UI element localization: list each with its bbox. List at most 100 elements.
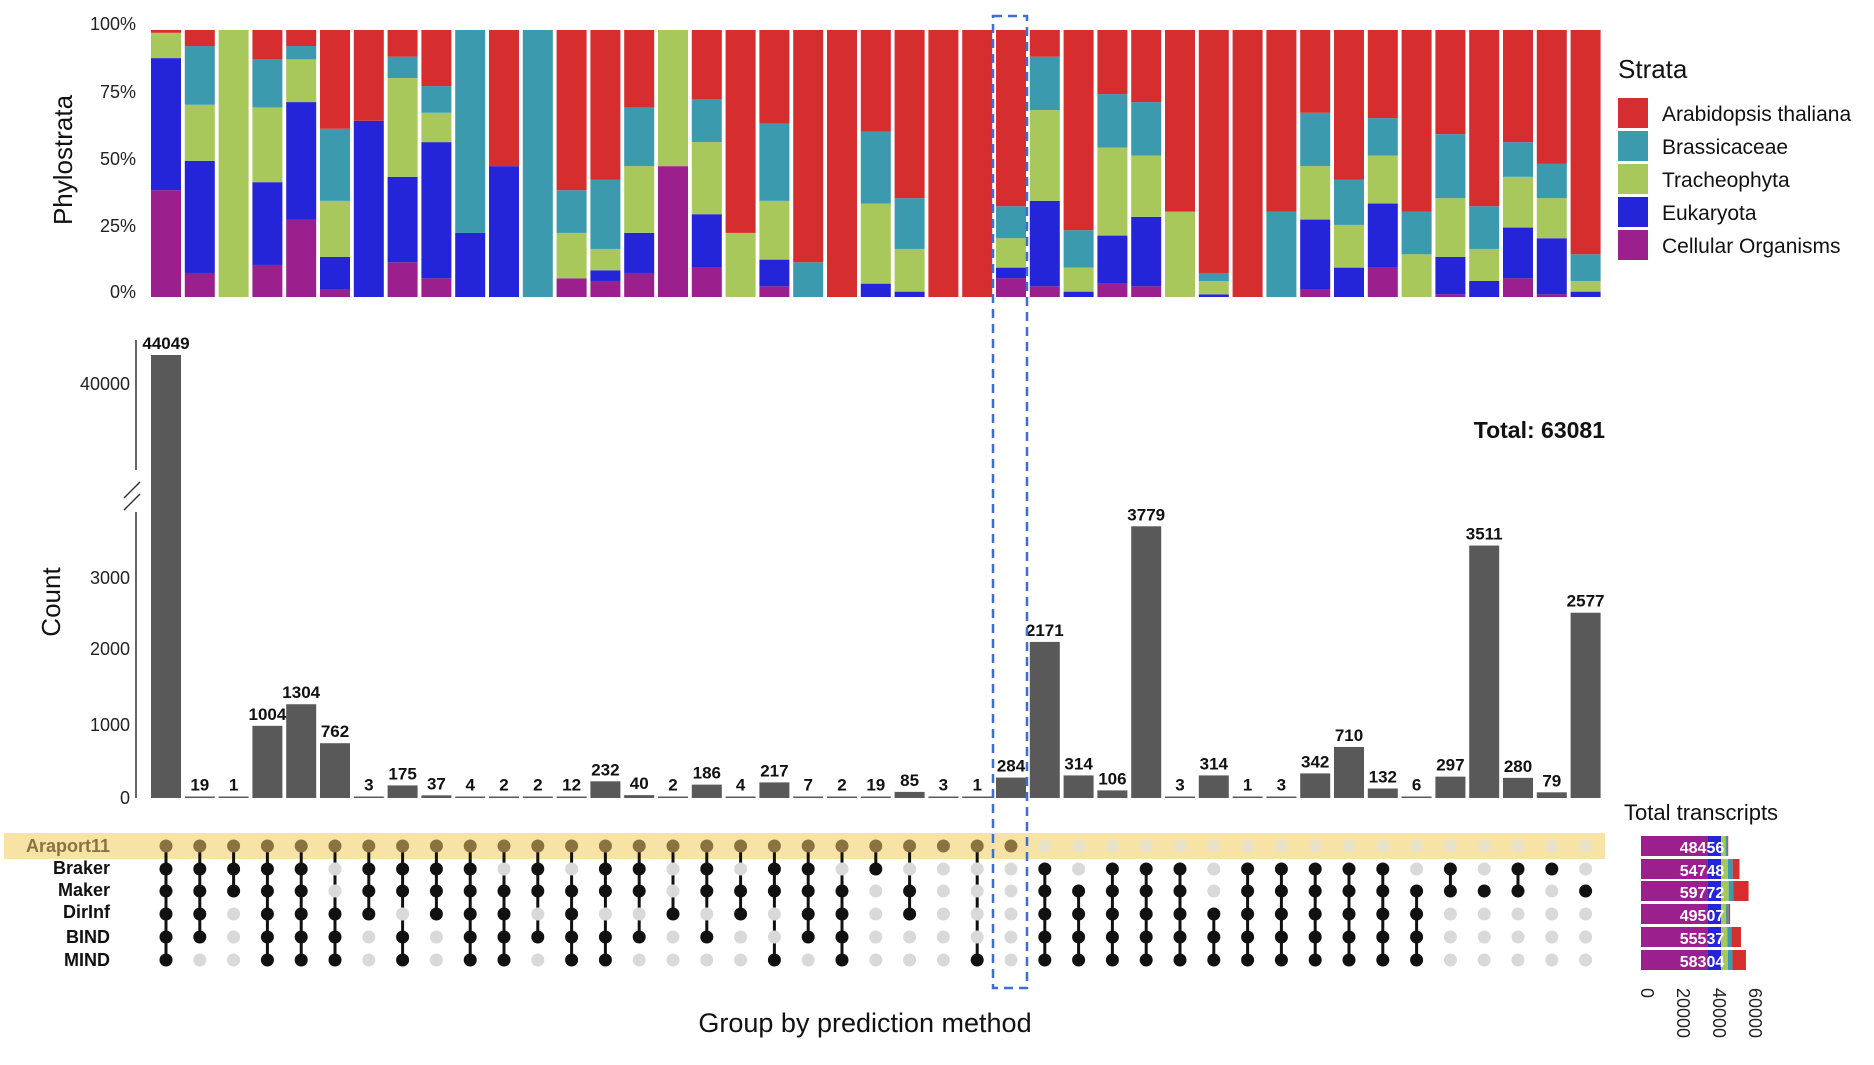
matrix-dot [869, 862, 883, 876]
matrix-dot [1342, 907, 1356, 921]
matrix-dot [531, 862, 545, 876]
count-value-label: 4 [465, 776, 475, 795]
count-bar [1198, 775, 1229, 798]
count-bar [590, 781, 621, 798]
phylo-segment [1165, 211, 1195, 297]
phylo-segment [1097, 283, 1128, 297]
count-value-label: 232 [591, 760, 619, 779]
count-bar [1029, 641, 1060, 798]
set-label-araport11: Araport11 [26, 836, 110, 856]
matrix-dot [1241, 839, 1255, 853]
phylo-segment [1503, 142, 1533, 177]
phylo-segment [1469, 248, 1500, 281]
count-bar [1334, 746, 1364, 798]
matrix-dot [1579, 953, 1593, 967]
phylo-segment [286, 219, 317, 297]
phylo-segment [1029, 30, 1060, 57]
matrix-dot [429, 907, 443, 921]
phylo-segment [421, 30, 452, 87]
matrix-dot [1342, 930, 1356, 944]
phylo-segment [1367, 203, 1398, 268]
matrix-dot [666, 953, 680, 967]
matrix-dot [936, 839, 950, 853]
count-bar [1435, 776, 1466, 798]
phylo-segment [252, 30, 283, 60]
phylo-segment [860, 30, 891, 132]
count-value-label: 217 [760, 761, 788, 780]
matrix-dot [531, 884, 545, 898]
phylo-segment [151, 32, 181, 59]
tt-total-label: 59772 [1680, 885, 1725, 902]
tt-segment [1721, 859, 1728, 879]
matrix-dot [1545, 907, 1559, 921]
count-bar [1063, 775, 1094, 798]
matrix-dot [1579, 930, 1593, 944]
matrix-dot [1443, 839, 1457, 853]
phylo-segment [556, 278, 587, 297]
total-transcripts-axis: 0 20000 40000 60000 [1637, 988, 1765, 1038]
phylo-segment [658, 30, 688, 167]
matrix-dot [1376, 839, 1390, 853]
phylo-segment [1401, 211, 1432, 255]
count-bar [894, 791, 925, 798]
phylo-segment [996, 206, 1026, 239]
phylo-segment [320, 128, 350, 201]
matrix-dot [463, 862, 477, 876]
x-axis-title: Group by prediction method [698, 1008, 1031, 1038]
matrix-dot [362, 907, 376, 921]
count-value-label: 3 [939, 776, 948, 795]
matrix-dot [1139, 862, 1153, 876]
matrix-dot [1105, 907, 1119, 921]
phylo-segment [894, 198, 925, 249]
matrix-dot [396, 907, 410, 921]
phylo-segment [1198, 272, 1229, 281]
matrix-dot [1511, 953, 1525, 967]
matrix-dot [1207, 953, 1221, 967]
matrix-dot [362, 953, 376, 967]
count-value-label: 710 [1335, 726, 1363, 745]
tt-segment [1727, 950, 1733, 970]
count-value-label: 132 [1369, 768, 1397, 787]
count-value-label: 7 [803, 776, 812, 795]
legend-label-eukaryota: Eukaryota [1662, 202, 1757, 225]
matrix-dot [1004, 930, 1018, 944]
count-bar [421, 795, 452, 798]
matrix-dot [227, 907, 241, 921]
matrix-dot [1342, 953, 1356, 967]
count-bar [1536, 792, 1567, 798]
phylo-segment [387, 30, 418, 57]
matrix-dot [903, 907, 917, 921]
phylo-segment [1334, 267, 1364, 297]
count-value-label: 2577 [1567, 592, 1605, 611]
phylo-segment [1367, 30, 1398, 119]
matrix-dot [159, 953, 173, 967]
matrix-dot [1410, 953, 1424, 967]
matrix-dot [801, 884, 815, 898]
phylo-segment [1300, 30, 1331, 113]
phylo-segment [421, 112, 452, 143]
count-value-label: 1 [229, 776, 238, 795]
matrix-dot [531, 907, 545, 921]
matrix-dot [227, 862, 241, 876]
matrix-dot [734, 953, 748, 967]
count-bar [522, 796, 553, 798]
matrix-dot [565, 930, 579, 944]
count-bar [1300, 773, 1331, 798]
matrix-dot [598, 839, 612, 853]
phylo-segment [252, 59, 283, 108]
matrix-dot [1545, 953, 1559, 967]
count-bar [624, 795, 655, 798]
matrix-dot [632, 839, 646, 853]
phylo-segment [286, 30, 317, 47]
phylo-segment [387, 56, 418, 79]
legend-swatch-eukaryota [1618, 197, 1648, 227]
matrix-dot [835, 884, 849, 898]
count-tick-2000: 2000 [90, 639, 130, 659]
phylo-segment [725, 30, 756, 233]
tt-segment [1733, 881, 1749, 901]
matrix-dot [666, 930, 680, 944]
legend-label-arabidopsis: Arabidopsis thaliana [1662, 103, 1851, 126]
matrix-dot [598, 862, 612, 876]
matrix-dot [362, 862, 376, 876]
